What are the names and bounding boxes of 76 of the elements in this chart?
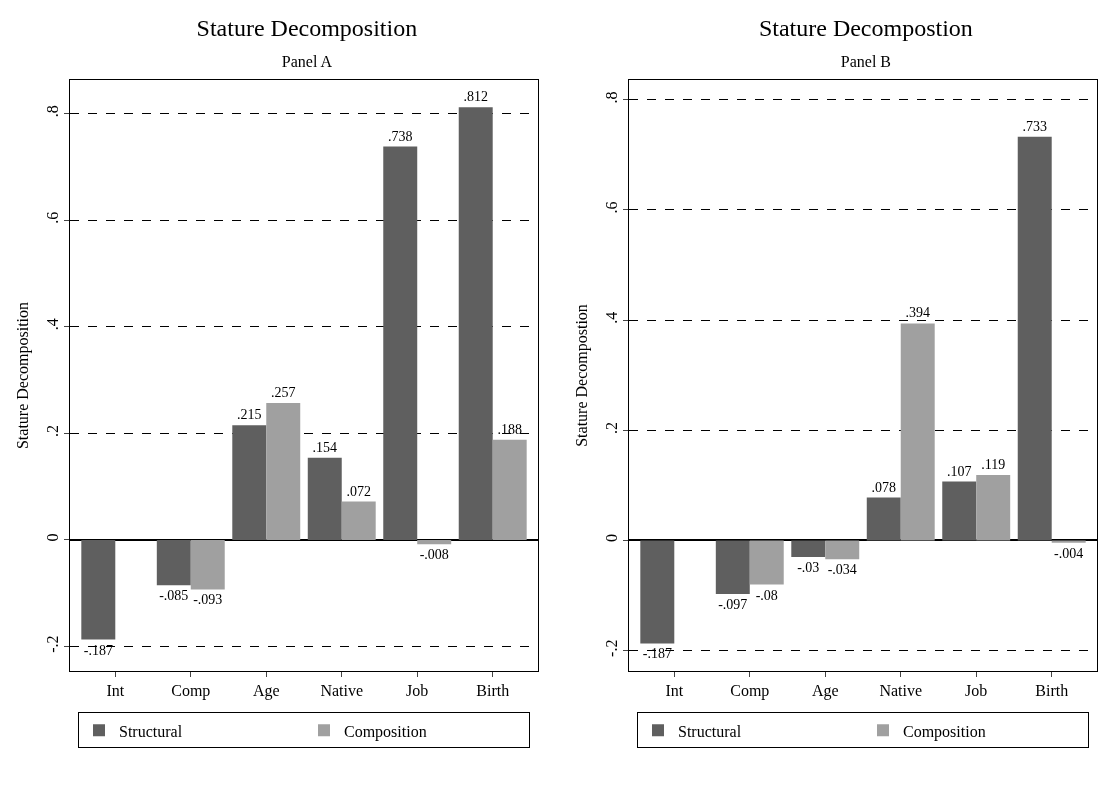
data-label: -.097 (718, 596, 748, 612)
data-label: -.08 (755, 587, 778, 603)
chart-title: Stature Decompostion (758, 14, 973, 41)
x-tick-label: Birth (1035, 682, 1069, 700)
data-label: -.187 (642, 646, 672, 662)
x-tick-label: Native (879, 682, 923, 700)
bar (866, 497, 901, 541)
data-label: -.093 (193, 592, 223, 608)
bar (341, 501, 376, 540)
bar (266, 402, 301, 540)
bar (1017, 136, 1052, 541)
bar (232, 425, 267, 540)
y-tick-label: 0 (43, 533, 61, 542)
data-label: .812 (463, 89, 488, 105)
bar (307, 457, 342, 540)
bar (791, 540, 826, 557)
y-tick-label: -.2 (43, 635, 61, 653)
chart-title: Stature Decomposition (196, 14, 418, 41)
y-tick-label: .4 (602, 311, 620, 324)
y-tick-label: .6 (43, 211, 61, 224)
data-label: .119 (981, 456, 1006, 472)
data-label: -.085 (159, 588, 189, 604)
x-tick-label: Age (252, 682, 280, 701)
bar (1051, 540, 1086, 543)
x-tick-label: Int (106, 682, 125, 700)
legend-label: Structural (119, 722, 183, 740)
x-tick-label: Comp (730, 682, 770, 701)
x-tick-label: Age (811, 682, 839, 701)
bar (81, 539, 116, 640)
x-tick-label: Job (965, 682, 988, 700)
y-tick-label: .8 (602, 91, 620, 104)
bar (942, 481, 977, 541)
bar (458, 107, 493, 540)
x-tick-label: Job (406, 682, 429, 700)
y-tick-label: -.2 (602, 639, 620, 657)
bar (749, 540, 784, 585)
x-tick-label: Native (320, 682, 364, 700)
chart-subtitle: Panel A (281, 52, 333, 70)
data-label: .154 (312, 439, 338, 455)
bar (976, 474, 1011, 541)
bar (825, 540, 860, 560)
bar (383, 146, 418, 540)
x-tick-label: Int (665, 682, 684, 700)
legend-label: Composition (344, 722, 427, 741)
data-label: .107 (946, 463, 972, 479)
x-tick-label: Birth (476, 682, 510, 700)
bar (640, 540, 675, 644)
chart-subtitle: Panel B (840, 52, 892, 70)
bar (715, 540, 750, 594)
y-tick-label: 0 (602, 534, 620, 543)
bar (190, 539, 225, 590)
data-label: -.004 (1054, 545, 1084, 561)
data-label: -.008 (419, 547, 449, 563)
bar (417, 539, 452, 545)
y-axis-title: Stature Decompostion (573, 304, 591, 447)
y-tick-label: .4 (43, 318, 61, 331)
legend-label: Structural (678, 722, 742, 740)
data-label: .733 (1022, 118, 1047, 134)
data-label: .394 (905, 305, 930, 321)
data-label: .215 (237, 407, 262, 423)
data-label: .078 (871, 479, 897, 495)
y-axis-title: Stature Decomposition (14, 301, 32, 450)
y-tick-label: .6 (602, 201, 620, 214)
data-label: .257 (270, 384, 296, 400)
data-label: -.03 (797, 559, 820, 575)
bar (156, 539, 191, 586)
y-tick-label: .8 (43, 105, 61, 118)
y-tick-label: .2 (602, 421, 620, 434)
legend-label: Composition (903, 722, 986, 741)
bar (492, 439, 527, 540)
bar (900, 323, 935, 541)
x-tick-label: Comp (171, 682, 211, 701)
data-label: -.034 (827, 562, 857, 578)
data-label: .072 (346, 483, 371, 499)
y-tick-label: .2 (43, 424, 61, 437)
data-label: .738 (387, 128, 413, 144)
